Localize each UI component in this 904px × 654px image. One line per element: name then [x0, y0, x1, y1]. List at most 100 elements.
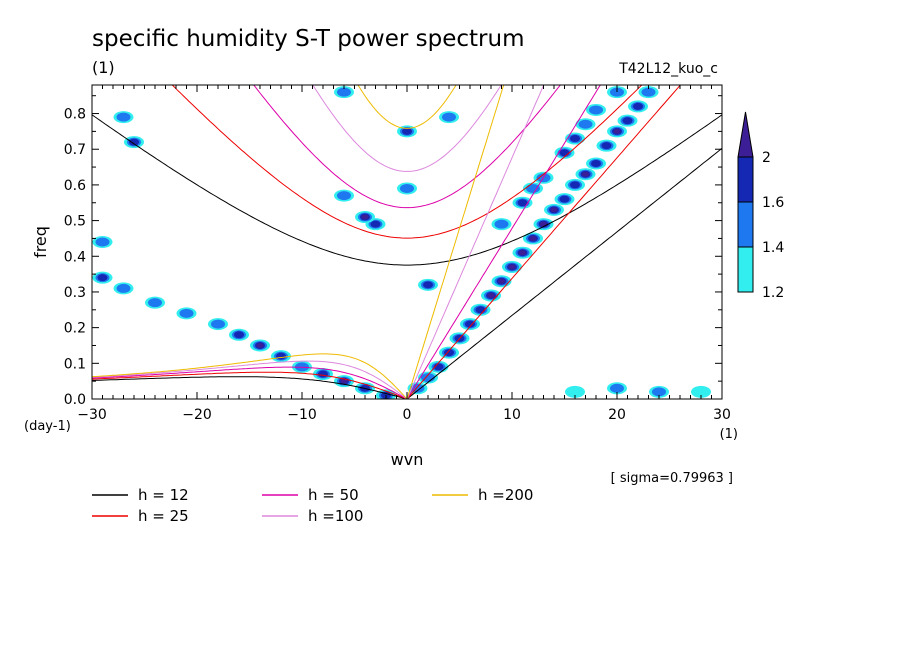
x-tick-label: 0	[403, 407, 412, 423]
legend-label: h =200	[478, 486, 533, 504]
shade-blob	[559, 149, 570, 157]
chart-subtitle: (1)	[92, 58, 115, 77]
x-tick-label: −30	[77, 407, 107, 423]
shade-blob	[129, 138, 139, 146]
shade-blob	[582, 171, 589, 177]
rossby-curve-line	[92, 360, 408, 399]
colorbar-cell	[737, 156, 754, 203]
colorbar-label: 2	[762, 150, 771, 166]
shade-blob	[423, 281, 433, 289]
shade-blob	[540, 221, 547, 227]
sigma-note: [ sigma=0.79963 ]	[611, 471, 733, 486]
legend-label: h = 25	[138, 507, 189, 525]
shade-blob	[559, 195, 570, 203]
shade-blob	[508, 264, 516, 270]
y-tick-label: 0.7	[64, 142, 86, 158]
shade-blob	[691, 385, 711, 398]
shade-blob	[97, 274, 108, 282]
kelvin-curve-line	[406, 85, 545, 399]
shade-blob	[529, 235, 537, 241]
kelvin-curve-line	[406, 85, 682, 399]
x-tick-label: 20	[608, 407, 626, 423]
rossby-curve-line	[92, 366, 408, 399]
colorbar: 2 1.6 1.4 1.2	[737, 111, 784, 301]
shade-blob	[517, 199, 528, 207]
shade-blob	[526, 183, 540, 193]
shade-blob	[519, 250, 526, 256]
kelvin-curve-line	[406, 85, 601, 399]
y-tick-label: 0.1	[64, 356, 86, 372]
shade-blob	[256, 342, 264, 348]
rossby-curve-line	[92, 353, 408, 399]
gravity-curve-line	[312, 85, 502, 172]
shade-blob	[475, 306, 486, 314]
shade-blob	[361, 214, 369, 220]
shade-blob	[641, 87, 656, 97]
shade-blob	[610, 383, 624, 393]
shade-blob	[550, 207, 558, 213]
gravity-curve-line	[357, 85, 457, 129]
shade-blob	[591, 160, 601, 167]
y-tick-label: 0.3	[64, 285, 86, 301]
shade-blob	[570, 135, 580, 143]
shade-blob	[318, 370, 328, 378]
shade-blob	[465, 320, 475, 328]
x-tick-label: 10	[503, 407, 521, 423]
legend-label: h = 12	[138, 486, 189, 504]
rossby-curve-line	[92, 371, 408, 399]
shade-blob	[337, 191, 351, 201]
x-tick-label: −20	[182, 407, 212, 423]
shade-blob	[498, 278, 505, 284]
shade-blob	[337, 87, 351, 97]
shade-blob	[578, 119, 593, 129]
shade-blob	[442, 112, 456, 122]
y-tick-label: 0.2	[64, 321, 86, 337]
colorbar-label: 1.6	[762, 195, 784, 211]
legend-label: h =100	[308, 507, 363, 525]
shade-blob	[633, 102, 643, 110]
colorbar-cell	[737, 201, 754, 248]
gravity-curve-line	[253, 85, 561, 209]
shade-blob	[613, 128, 621, 134]
kelvin-curve-line	[406, 85, 505, 399]
y-tick-label: 0.6	[64, 178, 86, 194]
y-tick-label: 0.0	[64, 392, 86, 408]
legend-label: h = 50	[308, 486, 359, 504]
shaded-contours	[92, 86, 711, 399]
kelvin-curve-line	[406, 147, 722, 399]
shade-blob	[148, 298, 162, 308]
shade-blob	[116, 112, 131, 122]
shade-blob	[402, 127, 412, 135]
shade-blob	[570, 181, 580, 189]
legend: h = 12 h = 25 h = 50 h =100 h =200	[92, 486, 533, 525]
y-tick-label: 0.4	[64, 249, 86, 265]
gravity-curve-line	[92, 114, 722, 266]
colorbar-arrow	[737, 111, 754, 158]
shade-blob	[276, 352, 286, 360]
shade-blob	[116, 283, 131, 293]
shade-blob	[370, 220, 381, 228]
shade-blob	[487, 293, 495, 299]
shade-blob	[179, 308, 194, 318]
shade-blob	[610, 87, 624, 97]
y-axis-label: freq	[31, 226, 50, 258]
shade-blob	[565, 385, 585, 398]
shade-blob	[400, 183, 414, 193]
x-unit-label: (1)	[720, 427, 738, 442]
axis-ticks: −30 −20 −10 0 10 20 30 0.0 0.1 0.2 0.3 0.4 0.5 0.6 0.7…	[64, 85, 731, 423]
shade-blob	[211, 319, 225, 329]
x-tick-label: −10	[287, 407, 317, 423]
x-axis-label: wvn	[391, 450, 424, 469]
shade-blob	[652, 387, 666, 397]
shade-blob	[494, 219, 509, 229]
shade-blob	[95, 237, 110, 247]
shade-blob	[601, 142, 612, 150]
shade-blob	[340, 378, 348, 384]
y-tick-label: 0.5	[64, 214, 86, 230]
colorbar-label: 1.4	[762, 240, 784, 256]
chart-title: specific humidity S-T power spectrum	[92, 26, 524, 52]
gravity-curve-line	[171, 85, 643, 239]
run-label: T42L12_kuo_c	[618, 61, 718, 77]
rossby-curve-line	[92, 376, 408, 399]
